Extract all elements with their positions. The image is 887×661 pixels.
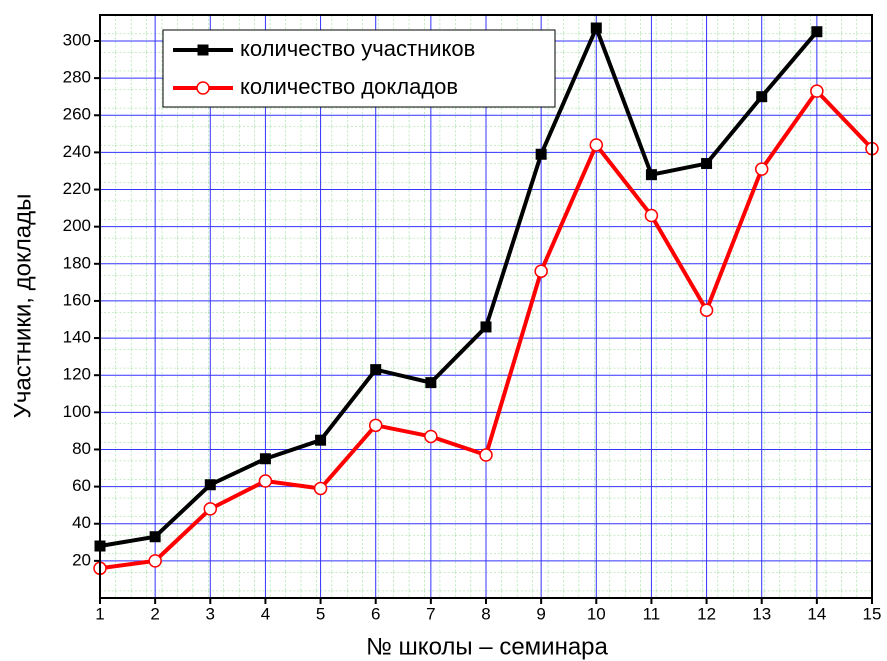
- y-tick-label: 60: [72, 476, 91, 495]
- legend-label: количество докладов: [240, 74, 458, 99]
- series-line: [99, 25, 819, 548]
- x-tick-label: 6: [371, 604, 380, 623]
- marker: [196, 81, 210, 95]
- y-tick-label: 40: [72, 513, 91, 532]
- marker: [148, 554, 162, 568]
- x-tick-label: 4: [261, 604, 270, 623]
- legend-label: количество участников: [240, 36, 475, 61]
- marker: [701, 158, 713, 170]
- marker: [534, 264, 548, 278]
- marker: [535, 148, 547, 160]
- x-tick-label: 14: [807, 604, 826, 623]
- marker: [645, 169, 657, 181]
- marker: [197, 44, 209, 56]
- y-tick-label: 280: [63, 68, 91, 87]
- marker: [204, 479, 216, 491]
- y-tick-label: 240: [63, 142, 91, 161]
- marker: [811, 26, 823, 38]
- y-tick-label: 100: [63, 402, 91, 421]
- marker: [259, 453, 271, 465]
- marker: [590, 22, 602, 34]
- x-tick-label: 1: [95, 604, 104, 623]
- marker: [699, 303, 714, 317]
- y-tick-label: 160: [63, 290, 91, 309]
- legend-box: [162, 29, 556, 108]
- y-tick-label: 80: [72, 439, 91, 458]
- marker: [589, 138, 604, 152]
- y-tick-label: 300: [63, 30, 91, 49]
- marker: [203, 502, 218, 516]
- marker: [149, 531, 161, 543]
- marker: [315, 434, 327, 446]
- x-tick-label: 2: [150, 604, 159, 623]
- marker: [754, 162, 769, 176]
- y-tick-label: 200: [63, 216, 91, 235]
- y-tick-label: 260: [63, 105, 91, 124]
- y-tick-label: 20: [72, 550, 91, 569]
- y-tick-label: 120: [63, 365, 91, 384]
- x-tick-label: 5: [316, 604, 325, 623]
- marker: [258, 474, 273, 488]
- marker: [810, 84, 824, 98]
- x-tick-label: 15: [863, 604, 882, 623]
- x-axis-title: № школы – семинара: [366, 633, 608, 660]
- y-tick-label: 220: [63, 179, 91, 198]
- marker: [756, 91, 768, 103]
- y-tick-label: 140: [63, 328, 91, 347]
- x-tick-label: 8: [481, 604, 490, 623]
- x-tick-label: 12: [697, 604, 716, 623]
- x-tick-label: 7: [426, 604, 435, 623]
- x-tick-label: 11: [643, 604, 661, 623]
- x-tick-label: 13: [752, 604, 771, 623]
- x-tick-label: 3: [206, 604, 215, 623]
- y-axis-title: Участники, доклады: [9, 194, 36, 419]
- x-tick-label: 10: [587, 604, 606, 623]
- marker: [480, 321, 492, 333]
- x-tick-label: 9: [536, 604, 545, 623]
- marker: [479, 448, 493, 462]
- marker: [424, 429, 438, 444]
- y-tick-label: 180: [63, 253, 91, 272]
- marker: [644, 208, 659, 223]
- marker: [370, 364, 382, 376]
- marker: [368, 418, 383, 433]
- marker: [313, 481, 328, 496]
- marker: [425, 377, 437, 389]
